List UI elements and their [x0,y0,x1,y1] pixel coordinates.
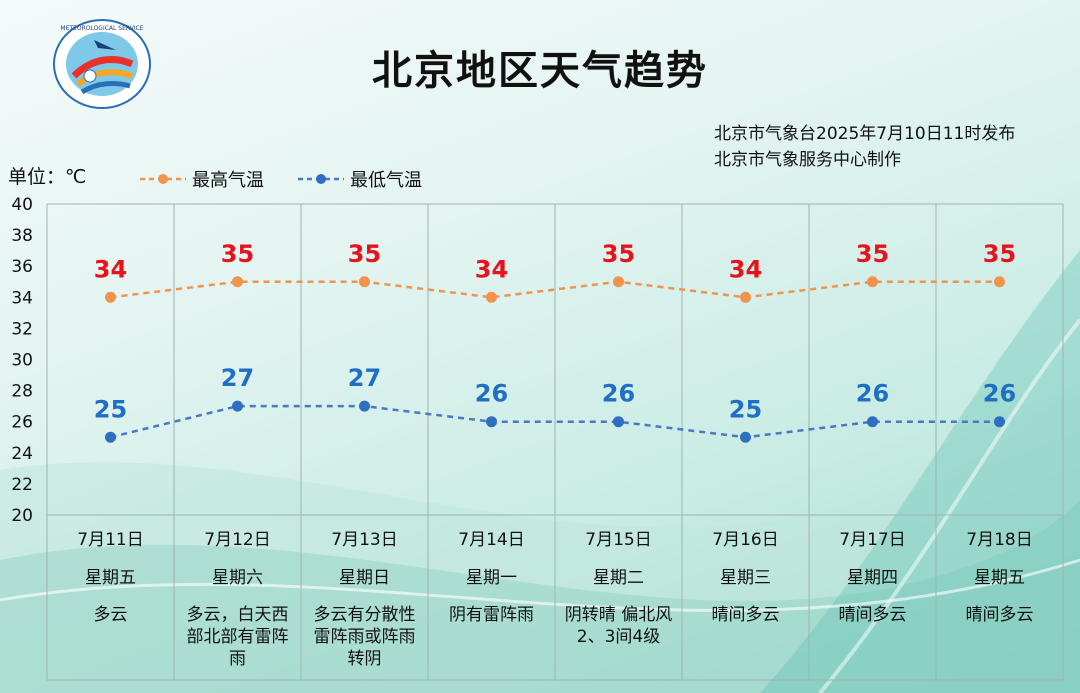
data-label: 26 [475,380,508,408]
y-tick-label: 28 [11,382,33,402]
data-label: 35 [602,240,635,268]
weather-line: 多云 [93,605,128,625]
weekday-label: 星期四 [847,568,898,588]
weather-line: 阴转晴 偏北风 [564,605,673,625]
weather-description: 晴间多云 [936,604,1063,626]
weather-line: 阴有雷阵雨 [449,605,534,625]
weather-line: 多云有分散性 [313,605,416,625]
data-label: 27 [348,364,381,392]
weekday-label: 星期日 [339,568,390,588]
data-label: 34 [729,255,762,283]
data-point [994,276,1005,288]
weekday-label: 星期六 [212,568,263,588]
weather-description: 阴转晴 偏北风 2、3间4级 [555,604,682,648]
meteorological-service-logo: METEOROLOGICAL SERVICE [53,19,151,109]
weekday-label: 星期五 [974,568,1025,588]
page-title: 北京地区天气趋势 [372,48,708,94]
data-label: 34 [94,255,127,283]
unit-label: 单位：℃ [8,166,87,188]
y-tick-label: 22 [11,475,33,495]
weekday-label: 星期一 [466,568,517,588]
weather-line: 多云，白天西 [186,605,289,625]
data-label: 26 [856,380,889,408]
data-point [105,291,116,303]
legend-high-label: 最高气温 [192,170,264,191]
y-tick-label: 24 [11,444,33,464]
data-point [359,276,370,288]
data-label: 26 [983,380,1016,408]
x-tick-label: 7月12日 [204,530,271,550]
weather-description: 多云，白天西 部北部有雷阵雨 [174,604,301,670]
data-label: 25 [729,395,762,423]
x-tick-label: 7月14日 [458,530,525,550]
y-tick-label: 20 [11,506,33,526]
weather-line: 2、3间4级 [576,627,661,647]
data-point [105,431,116,443]
weather-line: 雨 [229,649,246,669]
legend-item-low: 最低气温 [298,166,422,192]
weather-line: 雷阵雨或阵雨 [313,627,416,647]
legend-high-marker [140,174,186,184]
data-label: 35 [983,240,1016,268]
y-tick-label: 36 [11,257,33,277]
weather-line: 晴间多云 [965,605,1034,625]
data-label: 26 [602,380,635,408]
weather-description: 阴有雷阵雨 [428,604,555,626]
data-label: 35 [221,240,254,268]
y-tick-label: 26 [11,413,33,433]
data-label: 27 [221,364,254,392]
data-point [486,291,497,303]
data-point [867,276,878,288]
weather-description: 多云 [47,604,174,626]
data-point [994,416,1005,428]
weather-description: 多云有分散性 雷阵雨或阵雨 转阴 [301,604,428,670]
weekday-label: 星期五 [85,568,136,588]
data-point [740,291,751,303]
data-point [867,416,878,428]
svg-text:METEOROLOGICAL SERVICE: METEOROLOGICAL SERVICE [60,25,143,32]
legend-item-high: 最高气温 [140,166,264,192]
legend-low-label: 最低气温 [350,170,422,191]
weather-line: 晴间多云 [838,605,907,625]
producer-line: 北京市气象服务中心制作 [714,150,901,170]
data-label: 35 [856,240,889,268]
weather-description: 晴间多云 [682,604,809,626]
data-point [359,400,370,412]
y-tick-label: 38 [11,226,33,246]
data-point [613,276,624,288]
x-tick-label: 7月13日 [331,530,398,550]
weekday-label: 星期三 [720,568,771,588]
y-tick-label: 34 [11,288,33,308]
x-tick-label: 7月17日 [839,530,906,550]
data-point [232,400,243,412]
issuer-line: 北京市气象台2025年7月10日11时发布 [714,124,1016,144]
weather-description: 晴间多云 [809,604,936,626]
y-tick-label: 30 [11,351,33,371]
weather-line: 部北部有雷阵 [186,627,289,647]
y-tick-label: 32 [11,319,33,339]
x-tick-label: 7月15日 [585,530,652,550]
data-label: 35 [348,240,381,268]
data-label: 34 [475,255,508,283]
data-point [232,276,243,288]
weather-line: 晴间多云 [711,605,780,625]
weekday-label: 星期二 [593,568,644,588]
data-point [486,416,497,428]
x-tick-label: 7月11日 [77,530,144,550]
data-label: 25 [94,395,127,423]
y-tick-label: 40 [11,195,33,215]
data-point [613,416,624,428]
legend-low-marker [298,174,344,184]
weather-line: 转阴 [347,649,382,669]
data-point [740,431,751,443]
x-tick-label: 7月18日 [966,530,1033,550]
x-tick-label: 7月16日 [712,530,779,550]
